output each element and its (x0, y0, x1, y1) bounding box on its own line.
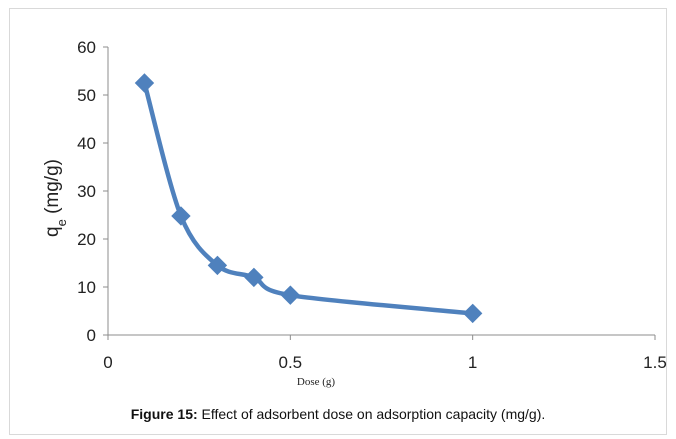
data-point-marker (171, 206, 191, 226)
data-point-marker (462, 303, 483, 324)
marker-layer (134, 73, 483, 324)
series-layer (142, 80, 475, 316)
y-tick-label: 10 (77, 278, 96, 297)
y-tick-label: 20 (77, 230, 96, 249)
y-tick-label: 40 (77, 134, 96, 153)
y-tick-label: 50 (77, 86, 96, 105)
data-point-marker (207, 255, 228, 276)
data-point-marker (244, 267, 264, 288)
axis-text-layer: 0 10 20 30 40 50 60 0 0.5 1 1.5 Dose (g) qe (mg/g) (42, 38, 667, 388)
axes (103, 46, 656, 340)
x-tick-label: 1 (468, 353, 477, 372)
x-tick-label: 0.5 (279, 353, 303, 372)
x-tick-label: 1.5 (643, 353, 667, 372)
series-line (142, 80, 475, 316)
y-axis-title: qe (mg/g) (42, 159, 69, 237)
caption-label: Figure 15: (130, 406, 198, 422)
caption-text: Effect of adsorbent dose on adsorption c… (197, 406, 546, 422)
y-tick-label: 60 (77, 38, 96, 57)
figure-frame (9, 8, 667, 435)
y-tick-label: 0 (87, 326, 96, 345)
data-point-marker (280, 285, 301, 305)
x-tick-label: 0 (103, 353, 112, 372)
y-tick-label: 30 (77, 182, 96, 201)
x-axis-title: Dose (g) (297, 376, 336, 388)
figure-caption: Figure 15: Effect of adsorbent dose on a… (0, 406, 676, 422)
data-point-marker (134, 73, 155, 93)
